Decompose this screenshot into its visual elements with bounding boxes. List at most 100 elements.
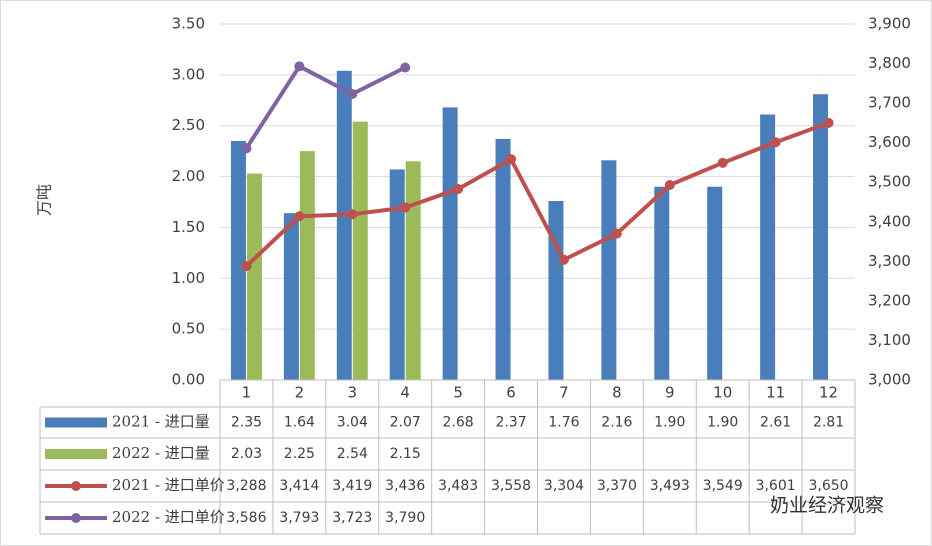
x-tick-label: 7: [559, 384, 569, 402]
y2-tick-label: 3,900: [868, 15, 911, 33]
line-marker: [453, 183, 464, 194]
x-tick-label: 8: [612, 384, 622, 402]
table-cell: 2.37: [495, 415, 526, 431]
y-tick-label: 3.00: [172, 65, 205, 83]
table-cell: 3,586: [226, 510, 266, 526]
bar: [299, 151, 315, 380]
y2-tick-label: 3,700: [868, 94, 911, 112]
x-tick-label: 10: [713, 384, 732, 402]
y2-tick-label: 3,300: [868, 252, 911, 270]
line-marker: [717, 157, 728, 168]
table-cell: 3,558: [491, 478, 531, 494]
line-marker: [241, 261, 252, 272]
y2-tick-label: 3,600: [868, 133, 911, 151]
watermark: 奶业经济观察: [770, 495, 884, 517]
x-tick-label: 6: [506, 384, 516, 402]
legend-label: 2021 - 进口单价: [112, 476, 225, 494]
table-cell: 3,304: [544, 478, 584, 494]
table-cell: 2.68: [443, 415, 474, 431]
table-cell: 3,793: [279, 510, 319, 526]
y-tick-label: 0.00: [172, 371, 205, 389]
line-marker: [558, 254, 569, 265]
line-marker: [241, 143, 252, 154]
table-cell: 2.81: [813, 415, 844, 431]
line: [245, 121, 830, 268]
bar: [601, 160, 617, 380]
table-cell: 2.16: [601, 415, 632, 431]
y2-tick-label: 3,200: [868, 291, 911, 309]
table-cell: 3,601: [756, 478, 796, 494]
table-cell: 2.03: [231, 446, 262, 462]
bar: [230, 140, 246, 380]
table-cell: 1.64: [284, 415, 315, 431]
y-tick-label: 1.50: [172, 218, 205, 236]
bar: [336, 70, 352, 380]
table-cell: 3,723: [332, 510, 372, 526]
table-cell: 1.90: [707, 415, 738, 431]
table-cell: 2.54: [337, 446, 368, 462]
x-tick-label: 11: [766, 384, 785, 402]
y-tick-label: 1.00: [172, 269, 205, 287]
table-cell: 3,549: [703, 478, 743, 494]
table-cell: 2.07: [390, 415, 421, 431]
bar: [246, 173, 262, 380]
x-tick-label: 12: [819, 384, 838, 402]
table-cell: 3.04: [337, 415, 368, 431]
line-marker: [347, 89, 358, 100]
legend-key: [45, 449, 107, 459]
y2-tick-label: 3,800: [868, 54, 911, 72]
table-cell: 3,483: [438, 478, 478, 494]
bar: [405, 161, 421, 380]
line-marker: [294, 61, 305, 72]
y-tick-label: 2.00: [172, 167, 205, 185]
legend-label: 2022 - 进口单价: [112, 508, 225, 526]
line-marker: [400, 62, 411, 73]
bar: [389, 169, 405, 380]
legend-label: 2021 - 进口量: [112, 413, 210, 431]
table-cell: 3,414: [279, 478, 319, 494]
x-tick-label: 3: [348, 384, 358, 402]
legend-key: [71, 513, 81, 523]
x-tick-label: 2: [295, 384, 305, 402]
line-marker: [400, 202, 411, 213]
table-cell: 2.15: [390, 446, 421, 462]
table-cell: 2.35: [231, 415, 262, 431]
table-cell: 3,436: [385, 478, 425, 494]
bar: [283, 213, 299, 380]
legend-key: [71, 481, 81, 491]
bar: [442, 107, 458, 381]
line-marker: [823, 117, 834, 128]
bar: [707, 186, 723, 380]
y-tick-label: 2.50: [172, 116, 205, 134]
table-cell: 3,288: [226, 478, 266, 494]
y2-tick-label: 3,500: [868, 173, 911, 191]
y-tick-label: 3.50: [172, 15, 205, 33]
y2-tick-label: 3,000: [868, 371, 911, 389]
line: [244, 64, 407, 150]
table-cell: 3,650: [808, 478, 848, 494]
legend-key: [45, 417, 107, 428]
line-marker: [770, 137, 781, 148]
line-marker: [347, 209, 358, 220]
y-axis-label: 万吨: [35, 184, 54, 216]
line-marker: [506, 154, 517, 165]
x-tick-label: 9: [665, 384, 675, 402]
line-marker: [664, 179, 675, 190]
table-cell: 1.90: [654, 415, 685, 431]
bar: [548, 200, 564, 380]
table-cell: 3,370: [597, 478, 637, 494]
bar: [654, 186, 670, 380]
x-tick-label: 4: [400, 384, 410, 402]
line-marker: [611, 228, 622, 239]
table-cell: 2.61: [760, 415, 791, 431]
table-cell: 3,790: [385, 510, 425, 526]
x-tick-label: 5: [453, 384, 463, 402]
bar: [352, 121, 368, 380]
bar: [813, 94, 829, 380]
y2-tick-label: 3,400: [868, 212, 911, 230]
bar: [495, 138, 511, 380]
table-cell: 3,493: [650, 478, 690, 494]
y2-tick-label: 3,100: [868, 331, 911, 349]
